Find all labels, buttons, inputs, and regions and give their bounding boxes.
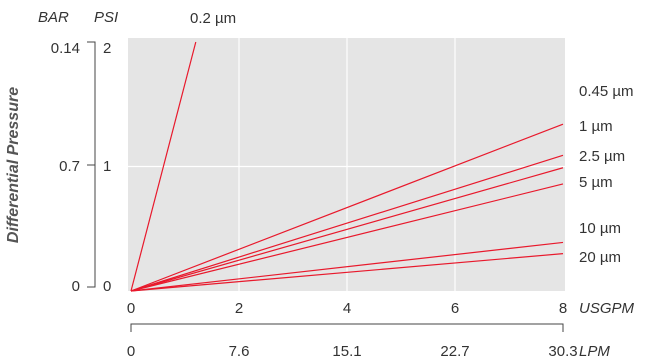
- x-tick-label-usgpm: 6: [451, 300, 459, 317]
- x-unit-usgpm: USGPM: [579, 300, 635, 317]
- series-label: 0.2 µm: [190, 10, 236, 27]
- series-label: 2.5 µm: [579, 148, 625, 165]
- y-bracket-axis: [87, 41, 96, 288]
- x-bracket-axis: [130, 323, 564, 332]
- x-tick-label-lpm: 22.7: [440, 343, 469, 360]
- series-line: [130, 167, 564, 292]
- y-tick-label-bar: 0.7: [59, 158, 80, 175]
- series-label: 1 µm: [579, 118, 613, 135]
- x-tick-label-usgpm: 4: [343, 300, 351, 317]
- series-label: 5 µm: [579, 174, 613, 191]
- x-tick-label-lpm: 7.6: [229, 343, 250, 360]
- y-tick-label-psi: 2: [103, 40, 111, 57]
- x-tick-labels: 0 2 4 6 8 0 7.6 15.1 22.7 30.3: [127, 300, 578, 360]
- x-tick-label-lpm: 30.3: [548, 343, 577, 360]
- x-tick-label-usgpm: 8: [559, 300, 567, 317]
- series-line: [130, 241, 564, 292]
- x-tick-label-lpm: 0: [127, 343, 135, 360]
- series-line: [130, 123, 564, 292]
- series-line: [130, 154, 564, 292]
- y-tick-label-psi: 1: [103, 158, 111, 175]
- y-unit-psi: PSI: [94, 9, 118, 26]
- series-label: 10 µm: [579, 220, 621, 237]
- y-tick-label-bar: 0.14: [51, 40, 80, 57]
- x-tick-label-usgpm: 0: [127, 300, 135, 317]
- series-label: 20 µm: [579, 249, 621, 266]
- series-line: [130, 183, 564, 292]
- x-tick-label-lpm: 15.1: [332, 343, 361, 360]
- y-axis-label: Differential Pressure: [5, 87, 22, 243]
- y-unit-bar: BAR: [38, 9, 69, 26]
- series-label: 0.45 µm: [579, 83, 634, 100]
- x-unit-lpm: LPM: [579, 343, 610, 360]
- y-tick-label-bar: 0: [72, 278, 80, 295]
- y-tick-labels: 0.14 0.7 0 2 1 0: [51, 40, 112, 295]
- series-line: [130, 253, 564, 292]
- y-tick-label-psi: 0: [103, 278, 111, 295]
- x-tick-label-usgpm: 2: [235, 300, 243, 317]
- series-labels: 0.2 µm 0.45 µm 1 µm 2.5 µm 5 µm 10 µm 20 µm: [190, 10, 634, 266]
- series-lines: [130, 41, 564, 292]
- series-line: [130, 41, 197, 292]
